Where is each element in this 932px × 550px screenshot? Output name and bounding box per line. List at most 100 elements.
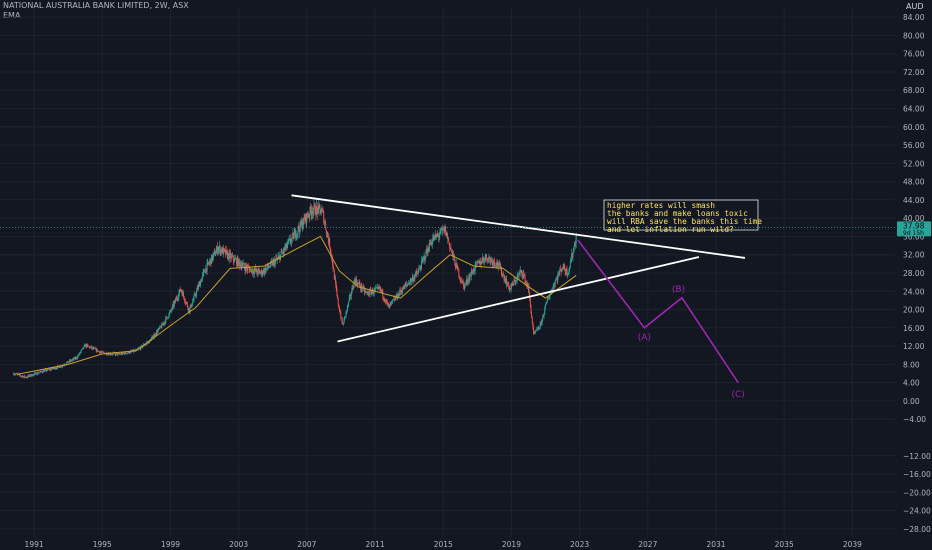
candle-body	[474, 263, 476, 271]
candle-body	[119, 354, 121, 355]
candle-body	[431, 243, 433, 245]
candle-body	[340, 313, 342, 319]
candle-body	[93, 347, 95, 349]
candle-body	[272, 261, 274, 266]
candle-body	[434, 235, 436, 241]
candle-body	[510, 287, 512, 289]
candle-body	[261, 270, 263, 275]
candle-body	[96, 349, 98, 352]
candle-body	[540, 322, 542, 324]
candle-body	[152, 335, 154, 339]
candle-body	[228, 253, 230, 260]
candle-body	[124, 352, 126, 355]
candle-body	[396, 294, 398, 299]
candle-body	[466, 279, 468, 283]
candle-body	[504, 279, 506, 284]
x-axis[interactable]: 1991 1995 1999 2003 2007 2011 2015 2019 2023 2027…	[25, 540, 863, 549]
candle-body	[256, 268, 258, 273]
candle-body	[511, 282, 513, 287]
candle-body	[556, 277, 558, 280]
candle-body	[87, 345, 89, 347]
candle-body	[207, 262, 209, 264]
candle-body	[413, 278, 415, 279]
candle-body	[422, 257, 424, 260]
candle-body	[120, 354, 122, 355]
candle-body	[268, 267, 270, 268]
candle-body	[521, 273, 523, 277]
candle-body	[89, 346, 91, 348]
candle-body	[337, 298, 339, 305]
candle-body	[463, 285, 465, 289]
candle-body	[294, 230, 296, 234]
candle-body	[535, 331, 537, 333]
candle-body	[307, 216, 309, 217]
candle-body	[327, 237, 329, 243]
candle-body	[217, 246, 219, 253]
candle-body	[154, 334, 156, 336]
candle-body	[231, 255, 233, 257]
candle-body	[142, 346, 144, 348]
candle-body	[212, 255, 214, 261]
candle-body	[125, 353, 127, 354]
trendline-lower[interactable]	[337, 256, 700, 343]
candle-body	[392, 299, 394, 301]
candle-body	[419, 267, 421, 269]
candle-body	[32, 374, 34, 376]
candle-body	[232, 255, 234, 257]
candle-body	[103, 352, 105, 354]
candle-body	[239, 261, 241, 267]
candle-body	[339, 311, 341, 314]
candle-body	[556, 277, 558, 280]
candle-body	[391, 300, 393, 302]
candle-body	[507, 282, 509, 285]
candle-body	[374, 289, 376, 290]
candle-body	[332, 263, 334, 269]
candle-body	[529, 297, 531, 306]
candle-body	[222, 248, 224, 255]
indicator-label[interactable]: EMA	[3, 11, 21, 20]
candle-body	[424, 256, 426, 260]
candle-body	[195, 295, 197, 296]
candle-body	[451, 251, 453, 252]
candle-body	[378, 287, 380, 289]
candle-body	[156, 331, 158, 335]
candle-body	[97, 350, 99, 352]
candle-body	[59, 367, 61, 368]
candle-body	[458, 269, 460, 277]
candle-body	[30, 375, 32, 377]
candle-body	[93, 347, 95, 349]
candle-body	[309, 206, 311, 217]
candle-body	[484, 257, 486, 262]
candle-body	[158, 328, 160, 329]
candle-body	[77, 355, 79, 358]
candle-body	[355, 279, 357, 284]
candle-body	[249, 269, 251, 272]
candle-body	[305, 214, 307, 223]
trendlines[interactable]	[291, 194, 746, 343]
candle-body	[340, 317, 342, 319]
candle-body	[328, 238, 330, 243]
y-axis[interactable]: 84.00 80.00 76.00 72.00 68.00 64.00 60.00 56.00…	[903, 13, 931, 534]
candle-body	[197, 287, 199, 290]
candle-body	[338, 304, 340, 308]
candle-body	[209, 259, 211, 262]
candle-body	[377, 287, 379, 288]
y-tick-label: 0.00	[903, 397, 920, 406]
candle-body	[255, 268, 257, 272]
candle-body	[117, 353, 119, 355]
note-line: the banks and make loans toxic	[607, 209, 748, 218]
note-line: higher rates will smash	[607, 201, 715, 210]
candle-body	[399, 289, 401, 292]
candle-body	[217, 249, 219, 253]
candle-body	[436, 234, 438, 238]
candle-body	[68, 360, 70, 363]
y-tick-label: 32.00	[903, 251, 925, 260]
wave-projection-line[interactable]	[577, 239, 739, 384]
candle-body	[289, 238, 291, 240]
candle-body	[423, 256, 425, 258]
trendline-upper[interactable]	[291, 194, 746, 259]
candle-body	[249, 268, 251, 272]
candle-body	[79, 352, 81, 354]
